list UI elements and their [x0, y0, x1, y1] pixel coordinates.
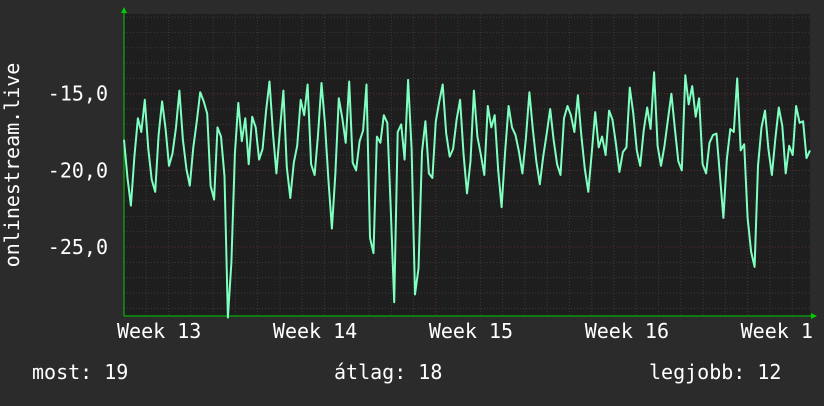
average-label: átlag:: [334, 360, 407, 384]
y-axis-label: onlinestream.live: [0, 63, 24, 268]
average-stat: átlag: 18: [334, 360, 442, 384]
x-tick-label: Week 15: [429, 319, 513, 343]
current-stat: most: 19: [32, 360, 128, 384]
series-line: [123, 71, 811, 319]
best-label: legjobb:: [649, 360, 746, 384]
line-layer: [123, 71, 811, 319]
best-stat: legjobb: 12: [649, 360, 781, 384]
y-axis-arrow: [121, 7, 127, 13]
best-value: 12: [757, 360, 782, 384]
x-tick-label: Week 13: [117, 319, 201, 343]
x-tick-label: Week 16: [585, 319, 669, 343]
stats-row: most: 19 átlag: 18 legjobb: 12: [0, 360, 824, 390]
chart-plot-area: [124, 14, 810, 316]
y-tick-label: -25,0: [48, 235, 108, 259]
current-label: most:: [32, 360, 93, 384]
tick-layer: -25,0 -20,0 -15,0 Week 13 Week 14 Week 15 Week…: [48, 82, 813, 343]
current-value: 19: [104, 360, 129, 384]
axis-layer: [121, 7, 817, 319]
x-tick-label: Week 14: [273, 319, 357, 343]
x-axis-arrow: [811, 313, 817, 319]
y-tick-label: -15,0: [48, 82, 108, 106]
x-tick-label: Week 1: [741, 319, 813, 343]
grid-layer: [123, 14, 810, 316]
y-tick-label: -20,0: [48, 158, 108, 182]
average-value: 18: [418, 360, 443, 384]
